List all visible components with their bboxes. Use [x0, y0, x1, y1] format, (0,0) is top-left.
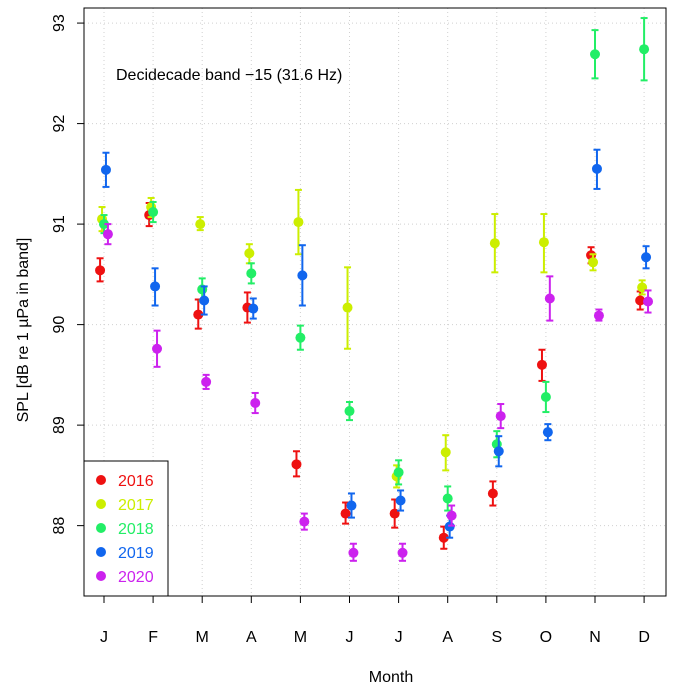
gridlines: [84, 8, 666, 596]
point-2019-M: [199, 295, 210, 306]
point-2017-M: [195, 219, 206, 230]
point-2018-F: [148, 207, 159, 218]
x-tick-label-8: S: [491, 629, 502, 646]
point-2020-M: [201, 376, 212, 387]
y-tick-label-5: 93: [51, 14, 68, 32]
x-tick-label-1: F: [148, 629, 158, 646]
point-2017-A: [440, 447, 451, 458]
point-2016-J: [95, 265, 106, 276]
legend-label-2019: 2019: [118, 545, 154, 562]
point-2019-N: [591, 163, 602, 174]
point-2016-O: [536, 359, 547, 370]
point-2018-M: [295, 332, 306, 343]
y-tick-label-1: 89: [51, 416, 68, 434]
point-2019-J: [395, 495, 406, 506]
legend-marker-2019: [96, 547, 106, 557]
point-2018-O: [540, 391, 551, 402]
x-tick-label-6: J: [395, 629, 403, 646]
point-2018-J: [99, 219, 109, 230]
series-2017: [97, 188, 648, 489]
y-tick-label-4: 92: [51, 115, 68, 133]
plot-frame: [83, 7, 667, 597]
point-2019-J: [100, 164, 111, 175]
point-2018-N: [590, 49, 600, 60]
point-2018-D: [639, 44, 650, 55]
point-2019-A: [248, 303, 259, 314]
point-2018-A: [246, 268, 257, 279]
point-2020-J: [102, 229, 113, 240]
point-2017-O: [538, 237, 549, 248]
legend: 2016 2017 2018 2019 2020: [83, 460, 169, 597]
point-2017-A: [244, 248, 255, 259]
point-2017-J: [342, 302, 353, 313]
series-2019: [100, 148, 652, 539]
legend-marker-2020: [96, 571, 106, 581]
legend-label-2020: 2020: [118, 569, 154, 586]
point-2020-O: [544, 293, 555, 304]
point-2018-A: [442, 493, 453, 504]
point-2019-D: [641, 252, 652, 263]
series-2018: [99, 17, 650, 512]
point-2017-M: [293, 217, 304, 228]
point-2020-N: [593, 310, 604, 321]
x-tick-label-5: J: [346, 629, 354, 646]
point-2017-N: [588, 257, 599, 268]
chart-annotation: Decidecade band −15 (31.6 Hz): [116, 67, 342, 84]
x-tick-label-10: N: [589, 629, 601, 646]
point-2019-M: [297, 270, 308, 281]
point-2016-M: [193, 309, 204, 320]
legend-label-2018: 2018: [118, 521, 154, 538]
point-2019-J: [346, 500, 357, 511]
x-tick-label-0: J: [100, 629, 108, 646]
point-2016-S: [487, 488, 498, 499]
point-2019-A: [444, 521, 455, 532]
legend-marker-2017: [96, 499, 106, 509]
x-tick-label-4: M: [294, 629, 307, 646]
point-2019-F: [150, 281, 161, 292]
point-2016-A: [438, 532, 449, 543]
point-2020-M: [299, 516, 310, 527]
point-2016-J: [340, 508, 351, 519]
y-tick-label-0: 88: [51, 517, 68, 535]
point-2016-D: [635, 295, 646, 306]
data-series: [95, 17, 654, 562]
x-tick-label-3: A: [246, 629, 257, 646]
x-tick-label-9: O: [540, 629, 552, 646]
point-2020-J: [348, 547, 359, 558]
series-2016: [95, 201, 646, 550]
point-2020-A: [446, 510, 457, 521]
y-tick-label-3: 91: [51, 215, 68, 233]
point-2020-F: [152, 343, 163, 354]
x-axis-label: Month: [369, 669, 413, 686]
point-2020-D: [643, 296, 654, 307]
point-2020-A: [250, 398, 261, 409]
point-2018-J: [393, 467, 404, 478]
legend-label-2016: 2016: [118, 473, 154, 490]
axes: 88 89 90 91 92 93 J F M A M J J A S O N D: [51, 14, 650, 646]
point-2019-O: [542, 427, 553, 438]
legend-marker-2016: [96, 475, 106, 485]
legend-marker-2018: [96, 523, 106, 533]
point-2019-S: [493, 446, 504, 457]
point-2020-S: [495, 411, 506, 422]
x-tick-label-11: D: [638, 629, 650, 646]
series-2020: [102, 223, 654, 562]
point-2016-M: [291, 459, 302, 470]
point-2020-J: [397, 547, 408, 558]
legend-label-2017: 2017: [118, 497, 154, 514]
x-tick-label-7: A: [442, 629, 453, 646]
x-tick-label-2: M: [196, 629, 209, 646]
y-axis-label: SPL [dB re 1 µPa in band]: [15, 238, 32, 423]
point-2017-S: [489, 238, 500, 249]
y-tick-label-2: 90: [51, 316, 68, 334]
point-2018-J: [344, 406, 355, 417]
